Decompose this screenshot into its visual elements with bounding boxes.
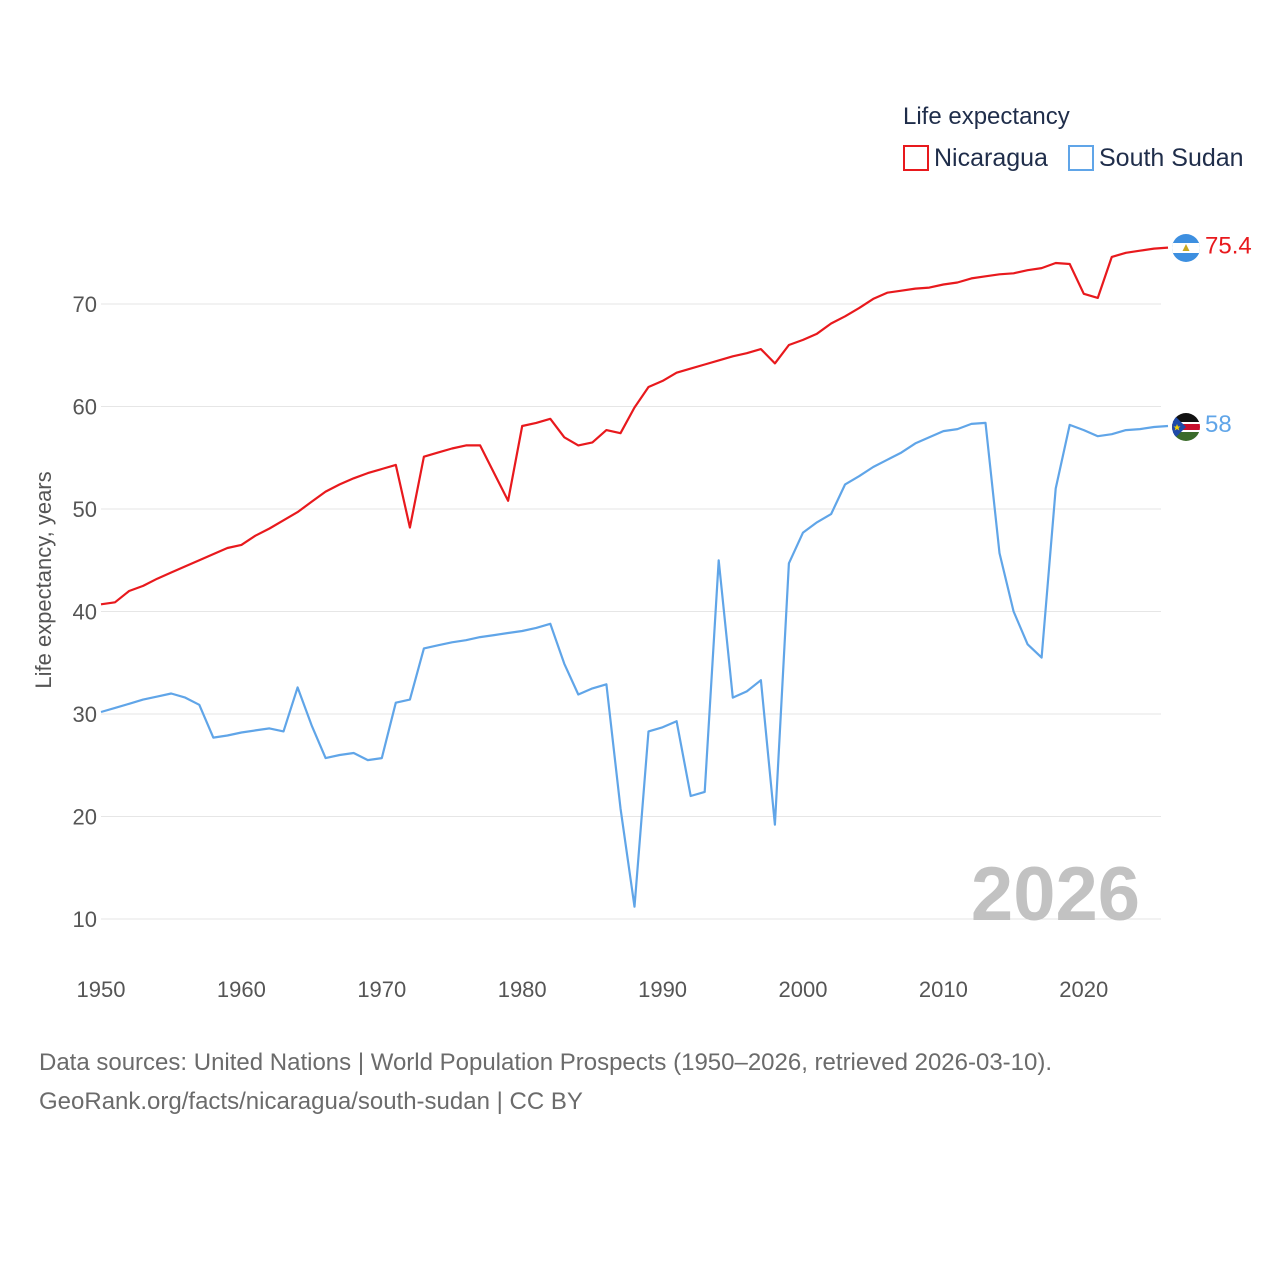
end-label-nicaragua: 75.4: [1205, 233, 1252, 260]
y-tick-label: 60: [73, 395, 97, 420]
y-tick-label: 40: [73, 600, 97, 625]
end-labels: 75.4 58: [1205, 233, 1252, 438]
data-series: [100, 246, 1169, 908]
x-axis-ticks: 1950 1960 1970 1980 1990 2000 2010 2020: [77, 977, 1109, 1002]
end-label-south-sudan: 58: [1205, 411, 1232, 438]
source-line: Data sources: United Nations | World Pop…: [39, 1049, 1053, 1076]
y-tick-label: 70: [73, 292, 97, 317]
y-tick-label: 30: [73, 702, 97, 727]
legend-item-south-sudan[interactable]: South Sudan: [1068, 144, 1244, 172]
y-axis-label: Life expectancy, years: [31, 471, 56, 688]
license-line[interactable]: GeoRank.org/facts/nicaragua/south-sudan …: [39, 1088, 583, 1115]
source-note: Data sources: United Nations | World Pop…: [39, 1043, 1052, 1121]
legend: Life expectancy Nicaragua South Sudan: [903, 103, 1244, 172]
x-tick-label: 1970: [357, 977, 406, 1002]
series-line-nicaragua[interactable]: [100, 246, 1169, 606]
y-tick-label: 10: [73, 907, 97, 932]
y-tick-label: 20: [73, 805, 97, 830]
legend-swatch-south-sudan: [1068, 145, 1094, 171]
x-tick-label: 1960: [217, 977, 266, 1002]
series-line-south-sudan[interactable]: [100, 421, 1169, 908]
legend-label-nicaragua: Nicaragua: [934, 144, 1048, 172]
legend-item-nicaragua[interactable]: Nicaragua: [903, 144, 1048, 172]
grid-lines: [101, 303, 1161, 920]
x-tick-label: 2010: [919, 977, 968, 1002]
x-tick-label: 1990: [638, 977, 687, 1002]
y-axis-ticks: 10 20 30 40 50 60 70: [73, 292, 97, 932]
x-tick-label: 2000: [778, 977, 827, 1002]
year-watermark: 2026: [971, 852, 1140, 937]
legend-label-south-sudan: South Sudan: [1099, 144, 1244, 172]
legend-title: Life expectancy: [903, 103, 1070, 130]
legend-swatch-nicaragua: [903, 145, 929, 171]
nicaragua-flag-icon: [1172, 234, 1200, 262]
y-tick-label: 50: [73, 497, 97, 522]
x-tick-label: 1980: [498, 977, 547, 1002]
south-sudan-flag-icon: [1172, 413, 1200, 441]
x-tick-label: 2020: [1059, 977, 1108, 1002]
x-tick-label: 1950: [77, 977, 126, 1002]
